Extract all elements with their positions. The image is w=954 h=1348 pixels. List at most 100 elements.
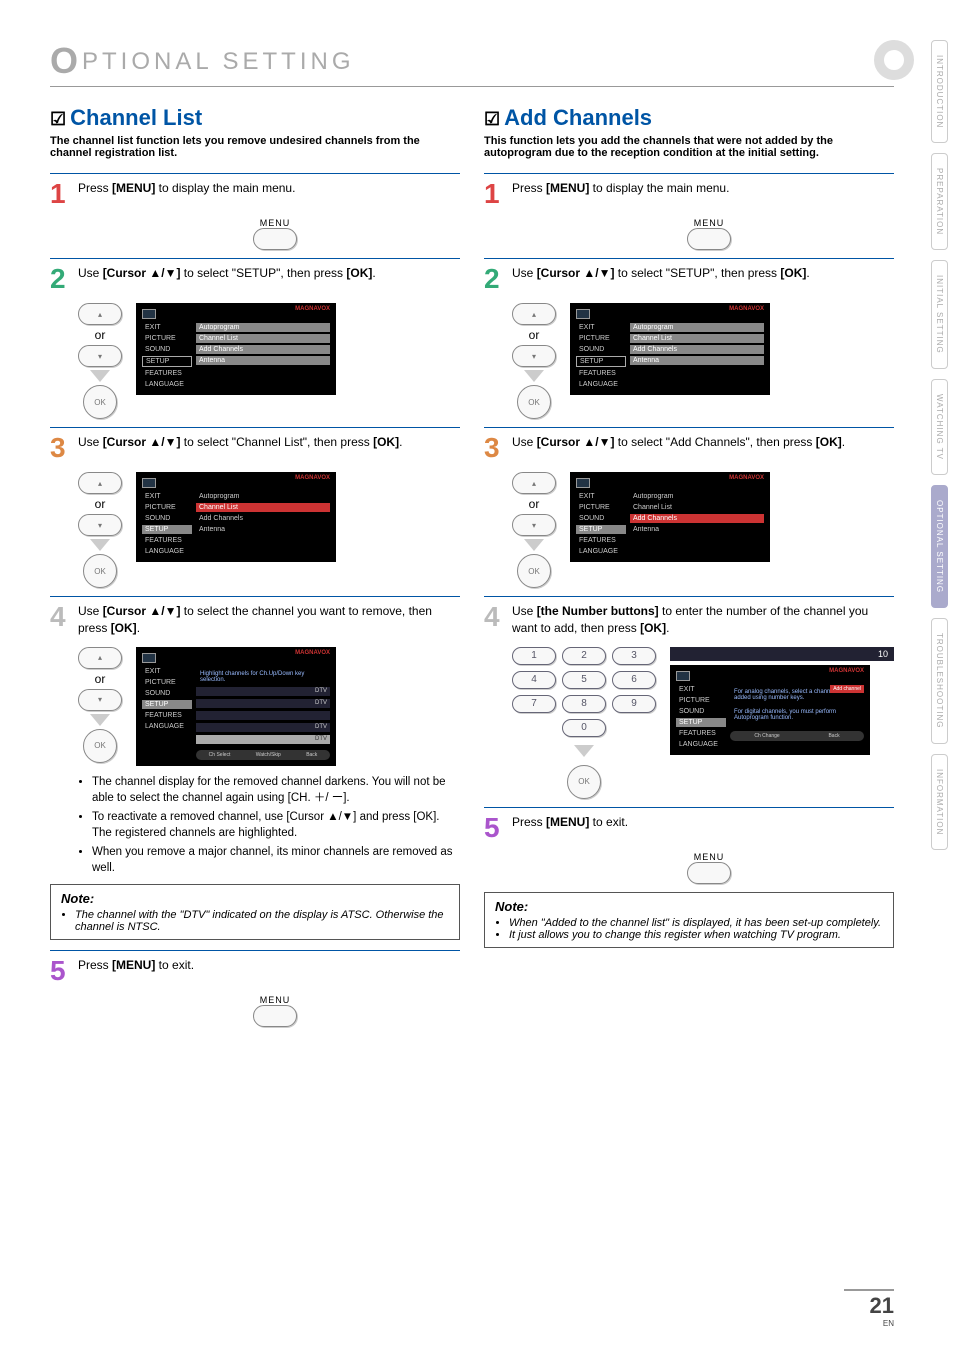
step-number: 1 xyxy=(484,180,512,208)
osd-item: SETUP xyxy=(142,525,192,534)
ok-button[interactable]: OK xyxy=(567,765,601,799)
or-label: or xyxy=(95,672,106,686)
menu-button[interactable] xyxy=(687,228,731,250)
menu-button[interactable] xyxy=(253,1005,297,1027)
cursor-down-button[interactable]: ▾ xyxy=(512,345,556,367)
numkey-5[interactable]: 5 xyxy=(562,671,606,689)
osd-setup-screen: MAGNAVOX EXIT PICTURE SOUND SETUP FEATUR… xyxy=(136,303,336,395)
osd-item: PICTURE xyxy=(142,503,192,512)
ok-button[interactable]: OK xyxy=(517,385,551,419)
osd-add-channels-screen: MAGNAVOX EXIT PICTURE SOUND SETUP FEATUR… xyxy=(570,472,770,562)
watch-skip-label: Watch/Skip xyxy=(256,752,281,758)
back-label: Back xyxy=(828,733,839,739)
tab-preparation[interactable]: PREPARATION xyxy=(931,153,948,250)
dtv-row: DTV xyxy=(196,723,330,732)
brand-label: MAGNAVOX xyxy=(729,306,764,312)
or-label: or xyxy=(529,328,540,342)
osd-item: EXIT xyxy=(576,492,626,501)
osd-bottom-bar: Ch Change Back xyxy=(730,731,864,741)
bullet-list: The channel display for the removed chan… xyxy=(78,774,460,877)
step-number: 3 xyxy=(484,434,512,462)
cursor-up-button[interactable]: ▴ xyxy=(78,303,122,325)
note-title: Note: xyxy=(61,891,449,906)
osd-item: LANGUAGE xyxy=(142,722,192,731)
step-5-text: Press [MENU] to exit. xyxy=(512,814,894,842)
cursor-buttons: ▴ or ▾ OK xyxy=(512,303,556,419)
numkey-1[interactable]: 1 xyxy=(512,647,556,665)
osd-item: FEATURES xyxy=(676,729,726,738)
arrow-down-icon xyxy=(524,539,544,551)
cursor-down-button[interactable]: ▾ xyxy=(78,689,122,711)
cursor-down-button[interactable]: ▾ xyxy=(78,345,122,367)
cursor-up-button[interactable]: ▴ xyxy=(512,303,556,325)
ok-button[interactable]: OK xyxy=(517,554,551,588)
section-subtitle-left: The channel list function lets you remov… xyxy=(50,135,460,159)
numkey-9[interactable]: 9 xyxy=(612,695,656,713)
osd-hint: Highlight channels for Ch.Up/Down key se… xyxy=(196,667,330,687)
menu-button[interactable] xyxy=(253,228,297,250)
step-1-text: Press [MENU] to display the main menu. xyxy=(512,180,894,208)
dtv-row: DTV xyxy=(196,687,330,696)
osd-item: EXIT xyxy=(142,323,192,332)
step-number: 2 xyxy=(50,265,78,293)
page-number: 21 EN xyxy=(844,1289,894,1328)
ok-button[interactable]: OK xyxy=(83,554,117,588)
osd-item: SETUP xyxy=(576,525,626,534)
step-2-text: Use [Cursor ▲/▼] to select "SETUP", then… xyxy=(78,265,460,293)
tab-optional-setting[interactable]: OPTIONAL SETTING xyxy=(931,485,948,608)
osd-item: EXIT xyxy=(142,667,192,676)
section-title-add-channels: ☑Add Channels xyxy=(484,105,894,131)
tab-information[interactable]: INFORMATION xyxy=(931,754,948,850)
osd-bottom-bar: Ch Select Watch/Skip Back xyxy=(196,750,330,760)
note-item: It just allows you to change this regist… xyxy=(509,929,883,941)
right-column: ☑Add Channels This function lets you add… xyxy=(484,105,894,1035)
osd-item: Channel List xyxy=(630,334,764,343)
tab-initial-setting[interactable]: INITIAL SETTING xyxy=(931,260,948,369)
brand-label: MAGNAVOX xyxy=(295,475,330,481)
menu-label: MENU xyxy=(694,218,725,228)
step-4-text: Use [Cursor ▲/▼] to select the channel y… xyxy=(78,603,460,637)
numkey-2[interactable]: 2 xyxy=(562,647,606,665)
numkey-8[interactable]: 8 xyxy=(562,695,606,713)
osd-item: Antenna xyxy=(630,356,764,365)
osd-item: SETUP xyxy=(142,700,192,709)
step-number: 5 xyxy=(50,957,78,985)
checkbox-icon: ☑ xyxy=(50,109,66,129)
ok-button[interactable]: OK xyxy=(83,385,117,419)
osd-item: SOUND xyxy=(142,514,192,523)
numkey-3[interactable]: 3 xyxy=(612,647,656,665)
tab-introduction[interactable]: INTRODUCTION xyxy=(931,40,948,143)
tab-watching-tv[interactable]: WATCHING TV xyxy=(931,379,948,475)
osd-item: SOUND xyxy=(676,707,726,716)
header-title: OPTIONAL SETTING xyxy=(50,48,355,75)
cursor-buttons: ▴ or ▾ OK xyxy=(78,647,122,763)
ok-button[interactable]: OK xyxy=(83,729,117,763)
cursor-up-button[interactable]: ▴ xyxy=(78,472,122,494)
cursor-up-button[interactable]: ▴ xyxy=(512,472,556,494)
menu-label: MENU xyxy=(260,218,291,228)
osd-item: Antenna xyxy=(196,356,330,365)
osd-item: Channel List xyxy=(630,503,764,512)
tv-icon xyxy=(576,309,590,319)
cursor-down-button[interactable]: ▾ xyxy=(78,514,122,536)
numkey-0[interactable]: 0 xyxy=(562,719,606,737)
step-3-text: Use [Cursor ▲/▼] to select "Add Channels… xyxy=(512,434,894,462)
osd-hint: For digital channels, you must perform A… xyxy=(730,705,864,725)
numkey-4[interactable]: 4 xyxy=(512,671,556,689)
tab-troubleshooting[interactable]: TROUBLESHOOTING xyxy=(931,618,948,743)
cursor-down-button[interactable]: ▾ xyxy=(512,514,556,536)
menu-label: MENU xyxy=(260,995,291,1005)
osd-item: Channel List xyxy=(196,334,330,343)
cursor-up-button[interactable]: ▴ xyxy=(78,647,122,669)
osd-item: FEATURES xyxy=(142,536,192,545)
osd-item: Autoprogram xyxy=(196,492,330,501)
osd-item: LANGUAGE xyxy=(576,547,626,556)
osd-item-selected: SETUP xyxy=(576,356,626,367)
or-label: or xyxy=(529,497,540,511)
bullet-item: To reactivate a removed channel, use [Cu… xyxy=(92,809,460,841)
step-number: 4 xyxy=(50,603,78,637)
menu-button[interactable] xyxy=(687,862,731,884)
step-2-text: Use [Cursor ▲/▼] to select "SETUP", then… xyxy=(512,265,894,293)
numkey-7[interactable]: 7 xyxy=(512,695,556,713)
numkey-6[interactable]: 6 xyxy=(612,671,656,689)
